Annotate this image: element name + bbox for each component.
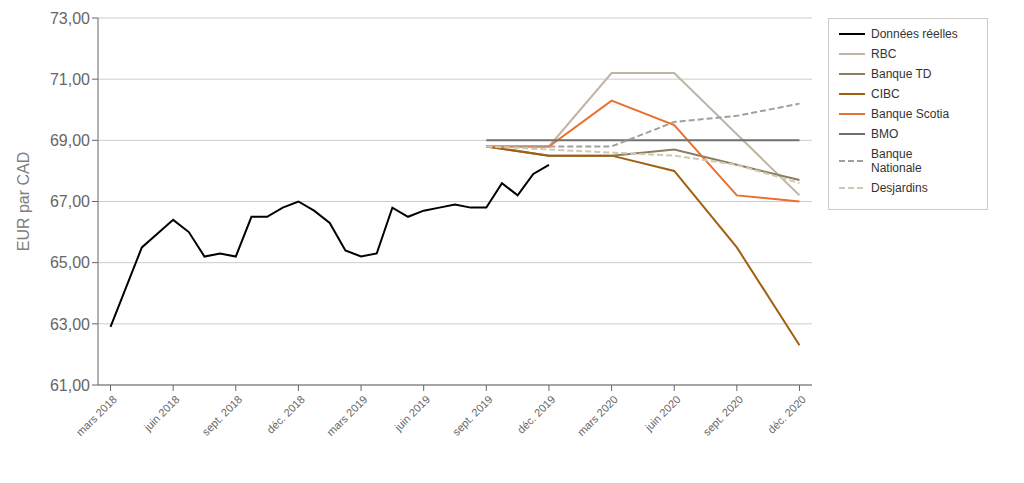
svg-text:67,00: 67,00: [50, 193, 90, 210]
svg-text:juin 2019: juin 2019: [391, 393, 432, 434]
svg-text:mars 2020: mars 2020: [575, 393, 620, 438]
html-text:Données réelles: Données réelles: [871, 27, 958, 41]
svg-text:71,00: 71,00: [50, 71, 90, 88]
svg-text:mars 2018: mars 2018: [74, 393, 119, 438]
svg-text:juin 2020: juin 2020: [642, 393, 683, 434]
html-text:Banque Nationale: Banque Nationale: [871, 147, 922, 175]
html-text:CIBC: CIBC: [871, 87, 900, 101]
svg-text:69,00: 69,00: [50, 132, 90, 149]
svg-text:sept. 2020: sept. 2020: [701, 393, 746, 438]
html-text:Banque TD: Banque TD: [871, 67, 932, 81]
svg-text:sept. 2019: sept. 2019: [450, 393, 495, 438]
svg-text:63,00: 63,00: [50, 316, 90, 333]
svg-text:65,00: 65,00: [50, 254, 90, 271]
html-text:Desjardins: Desjardins: [871, 181, 928, 195]
svg-text:61,00: 61,00: [50, 377, 90, 394]
svg-text:sept. 2018: sept. 2018: [199, 393, 244, 438]
svg-text:EUR par CAD: EUR par CAD: [15, 152, 32, 252]
svg-text:déc. 2019: déc. 2019: [515, 393, 558, 436]
svg-text:mars 2019: mars 2019: [324, 393, 369, 438]
html-text:Banque Scotia: Banque Scotia: [871, 107, 950, 121]
html-text:RBC: RBC: [871, 47, 897, 61]
svg-text:déc. 2018: déc. 2018: [264, 393, 307, 436]
html-text:BMO: BMO: [871, 127, 899, 141]
svg-text:juin 2018: juin 2018: [141, 393, 182, 434]
svg-text:73,00: 73,00: [50, 10, 90, 27]
svg-text:déc. 2020: déc. 2020: [765, 393, 808, 436]
